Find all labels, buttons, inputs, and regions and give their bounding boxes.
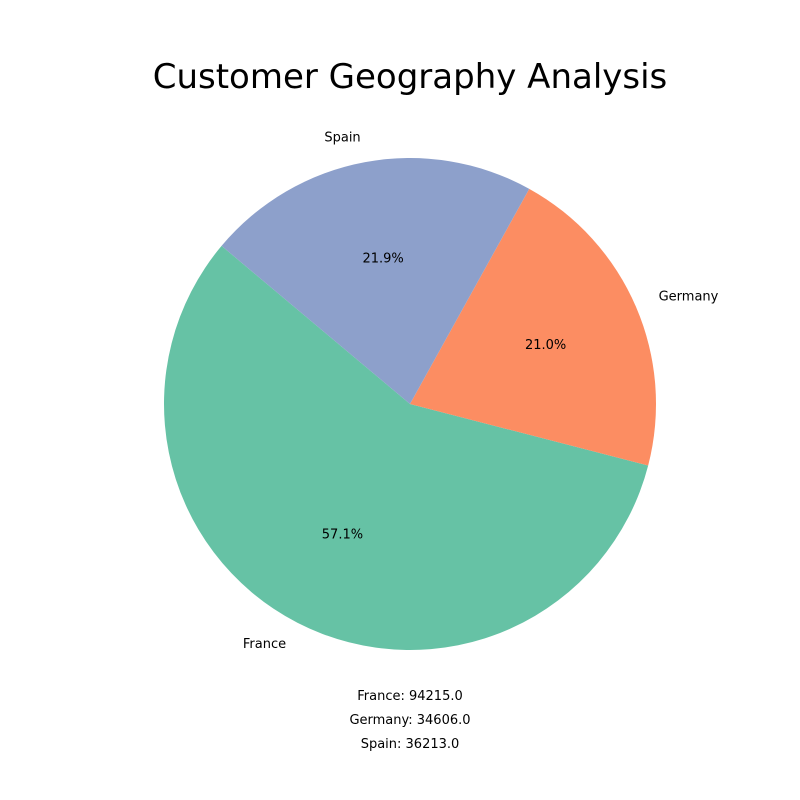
footer-line-spain: Spain: 36213.0 [361, 737, 460, 752]
slice-label-france: France [243, 637, 286, 652]
pct-label-france: 57.1% [322, 528, 363, 543]
value-footer: France: 94215.0 Germany: 34606.0 Spain: 36… [349, 689, 470, 752]
pie-slice-germany [410, 188, 656, 466]
slice-label-germany: Germany [659, 290, 719, 305]
chart-title: Customer Geography Analysis [153, 57, 668, 97]
pie-labels: France 57.1% Germany 21.0% Spain 21.9% [243, 130, 719, 652]
pct-label-spain: 21.9% [362, 251, 403, 266]
pie-slices [163, 157, 656, 651]
footer-line-france: France: 94215.0 [357, 689, 463, 704]
slice-label-spain: Spain [324, 130, 360, 145]
pie-slice-france [163, 245, 649, 651]
footer-line-germany: Germany: 34606.0 [349, 713, 470, 728]
pct-label-germany: 21.0% [525, 338, 566, 353]
pie-slice-spain [221, 157, 530, 404]
